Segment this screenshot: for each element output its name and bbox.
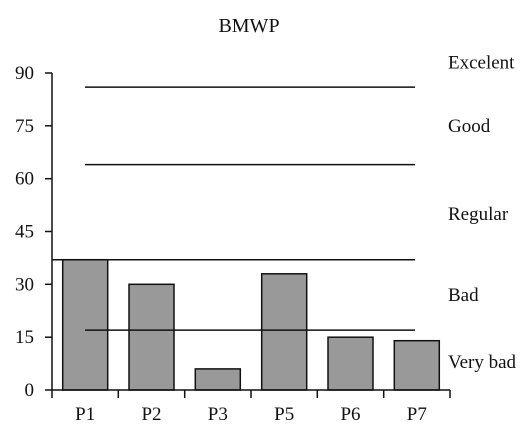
x-tick-label-p2: P2 bbox=[141, 404, 161, 425]
y-tick-label: 45 bbox=[15, 222, 34, 243]
y-tick-label: 30 bbox=[15, 274, 34, 295]
zone-label-bad: Bad bbox=[448, 285, 479, 306]
y-ticks: 0 15 30 45 60 75 90 bbox=[15, 63, 52, 401]
chart-title: BMWP bbox=[218, 15, 279, 37]
zone-label-good: Good bbox=[448, 116, 491, 137]
bar-p1 bbox=[61, 258, 109, 391]
x-tick-label-p5: P5 bbox=[274, 404, 294, 425]
x-tick-label-p6: P6 bbox=[340, 404, 360, 425]
bar-p2 bbox=[128, 283, 175, 391]
threshold-lines bbox=[52, 86, 415, 331]
zone-label-very-bad: Very bad bbox=[448, 352, 517, 373]
x-ticks: P1 P2 P3 P5 P6 P7 bbox=[51, 390, 451, 425]
y-tick-label: 75 bbox=[15, 116, 34, 137]
zone-labels: Excelent Good Regular Bad Very bad bbox=[448, 52, 517, 372]
bar-p5 bbox=[260, 273, 308, 391]
x-tick-label-p3: P3 bbox=[208, 404, 228, 425]
bar-p3 bbox=[194, 368, 242, 391]
bar-p6 bbox=[327, 336, 374, 391]
bars bbox=[61, 258, 441, 391]
x-tick-label-p1: P1 bbox=[75, 404, 95, 425]
y-tick-label: 90 bbox=[15, 63, 34, 84]
y-tick-label: 0 bbox=[25, 380, 35, 401]
y-tick-label: 60 bbox=[15, 169, 34, 190]
axes bbox=[51, 73, 450, 391]
bar-p7 bbox=[393, 339, 441, 391]
y-tick-label: 15 bbox=[15, 327, 34, 348]
zone-label-excelent: Excelent bbox=[448, 52, 515, 73]
x-tick-label-p7: P7 bbox=[407, 404, 427, 425]
zone-label-regular: Regular bbox=[448, 204, 509, 225]
